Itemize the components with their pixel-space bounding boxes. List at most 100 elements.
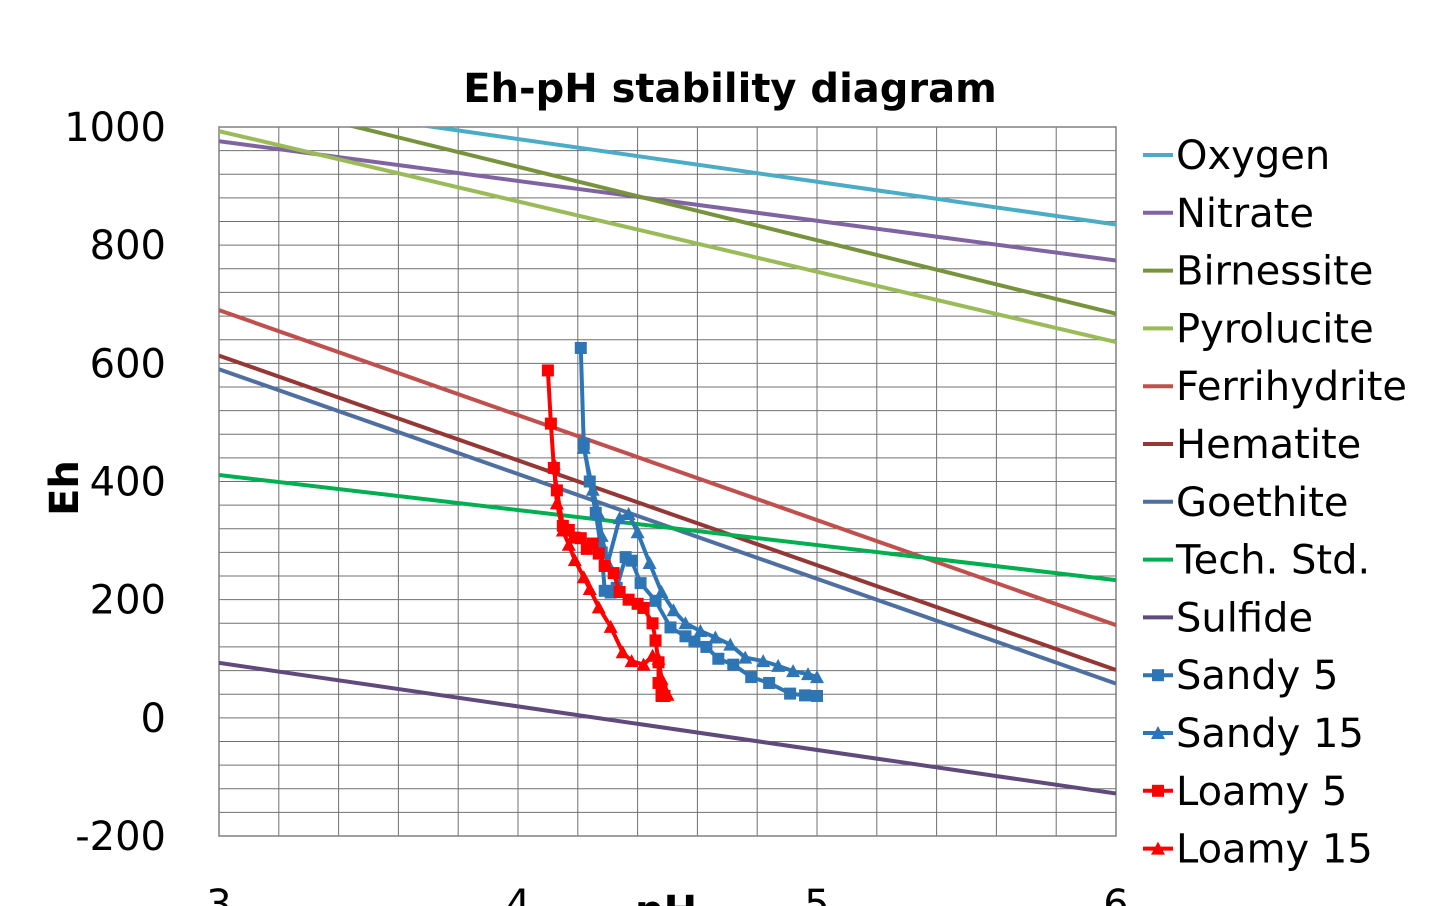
data-point-sandy-15 — [585, 482, 600, 496]
legend-label: Loamy 15 — [1176, 827, 1373, 873]
legend-item-loamy-15: Loamy 15 — [1143, 827, 1373, 873]
legend-label: Ferrihydrite — [1176, 364, 1407, 410]
data-point-sandy-5 — [634, 577, 647, 590]
data-point-loamy-5 — [637, 601, 650, 614]
data-point-sandy-5 — [625, 554, 638, 567]
legend-item-pyrolucite: Pyrolucite — [1143, 306, 1374, 352]
data-point-sandy-15 — [591, 506, 606, 520]
data-point-loamy-5 — [586, 537, 599, 550]
series-line-sulfide — [219, 660, 1116, 796]
series-oxygen — [419, 127, 1116, 227]
legend-label: Birnessite — [1176, 249, 1373, 295]
data-point-loamy-15 — [576, 570, 591, 584]
data-point-sandy-15 — [708, 630, 723, 644]
y-tick-label: -200 — [75, 814, 166, 860]
data-point-loamy-15 — [546, 456, 561, 470]
legend-item-hematite: Hematite — [1143, 422, 1361, 468]
legend-item-sandy-5: Sandy 5 — [1143, 653, 1338, 699]
legend-marker — [1152, 784, 1164, 797]
plot-area-border — [218, 126, 1117, 837]
chart-title: Eh-pH stability diagram — [463, 66, 997, 112]
legend: Oxygen Nitrate Birnessite Pyrolucite Ferrihy… — [1143, 133, 1407, 873]
data-point-loamy-15 — [636, 657, 651, 671]
data-point-loamy-15 — [567, 553, 582, 567]
legend-label: Tech. Std. — [1175, 538, 1370, 584]
legend-label: Sulfide — [1176, 595, 1313, 641]
series-line-nitrate — [219, 139, 1116, 263]
data-point-sandy-15 — [786, 664, 801, 678]
data-point-loamy-15 — [651, 651, 666, 665]
data-point-loamy-5 — [646, 617, 659, 630]
legend-label: Oxygen — [1176, 133, 1330, 179]
legend-item-sulfide: Sulfide — [1143, 595, 1313, 641]
data-point-sandy-15 — [771, 658, 786, 672]
legend-item-birnessite: Birnessite — [1143, 249, 1373, 295]
y-tick-label: 800 — [90, 223, 166, 269]
data-point-loamy-15 — [615, 645, 630, 659]
data-point-sandy-5 — [700, 640, 713, 653]
legend-label: Goethite — [1176, 480, 1349, 526]
series-hematite — [219, 353, 1116, 672]
legend-item-loamy-5: Loamy 5 — [1143, 769, 1347, 815]
data-point-sandy-5 — [664, 621, 677, 634]
series-pyrolucite — [219, 129, 1116, 345]
data-point-sandy-15 — [810, 670, 824, 684]
y-tick-label: 200 — [90, 578, 166, 624]
data-point-sandy-5 — [811, 689, 823, 702]
series-line-hematite — [219, 353, 1116, 672]
data-point-loamy-15 — [549, 496, 564, 510]
series-line-oxygen — [419, 127, 1116, 227]
data-point-sandy-5 — [574, 341, 587, 354]
data-point-sandy-15 — [654, 584, 669, 598]
legend-label: Loamy 5 — [1176, 769, 1347, 815]
data-point-sandy-5 — [727, 658, 740, 671]
y-axis-label: Eh — [42, 460, 88, 516]
legend-item-tech-std: Tech. Std. — [1143, 538, 1370, 584]
data-point-sandy-15 — [630, 525, 645, 539]
x-tick-labels: 3 4 5 6 — [206, 882, 1128, 906]
data-point-sandy-5 — [784, 687, 797, 700]
x-tick-label: 6 — [1103, 882, 1128, 906]
series-nitrate — [219, 139, 1116, 263]
data-point-loamy-15 — [555, 523, 570, 537]
series-line-ferrihydrite — [219, 308, 1116, 627]
series-ferrihydrite — [219, 308, 1116, 627]
data-point-sandy-5 — [688, 635, 701, 648]
data-point-sandy-5 — [763, 676, 776, 689]
data-point-sandy-15 — [576, 440, 591, 454]
series-sandy-15 — [576, 440, 824, 684]
x-axis-label: pH — [635, 888, 697, 906]
y-tick-label: 600 — [90, 341, 166, 387]
legend-label: Sandy 15 — [1176, 711, 1364, 757]
x-tick-label: 4 — [505, 882, 530, 906]
series-birnessite — [347, 127, 1116, 316]
data-point-sandy-15 — [612, 511, 627, 525]
legend-label: Pyrolucite — [1176, 306, 1374, 352]
data-point-loamy-15 — [591, 600, 606, 614]
series-line-birnessite — [347, 127, 1116, 316]
data-point-loamy-15 — [603, 619, 618, 633]
legend-marker — [1151, 841, 1165, 855]
legend-marker — [1151, 726, 1165, 739]
data-point-sandy-5 — [745, 671, 758, 684]
data-point-loamy-15 — [660, 687, 675, 701]
data-point-loamy-15 — [654, 671, 669, 685]
y-tick-label: 1000 — [64, 105, 166, 151]
data-point-loamy-5 — [574, 532, 587, 545]
series-tech-std — [219, 473, 1116, 583]
x-tick-label: 3 — [206, 882, 231, 906]
data-point-loamy-15 — [561, 537, 576, 551]
data-point-sandy-15 — [723, 637, 738, 651]
data-point-loamy-15 — [624, 654, 639, 668]
legend-label: Nitrate — [1176, 191, 1314, 237]
legend-label: Hematite — [1176, 422, 1361, 468]
data-point-loamy-5 — [649, 634, 662, 647]
data-point-sandy-15 — [756, 654, 771, 668]
x-tick-label: 5 — [804, 882, 829, 906]
data-point-sandy-15 — [738, 650, 753, 664]
data-point-loamy-5 — [541, 364, 554, 377]
legend-label: Sandy 5 — [1176, 653, 1338, 699]
series-sulfide — [219, 660, 1116, 796]
data-point-sandy-15 — [666, 603, 681, 617]
